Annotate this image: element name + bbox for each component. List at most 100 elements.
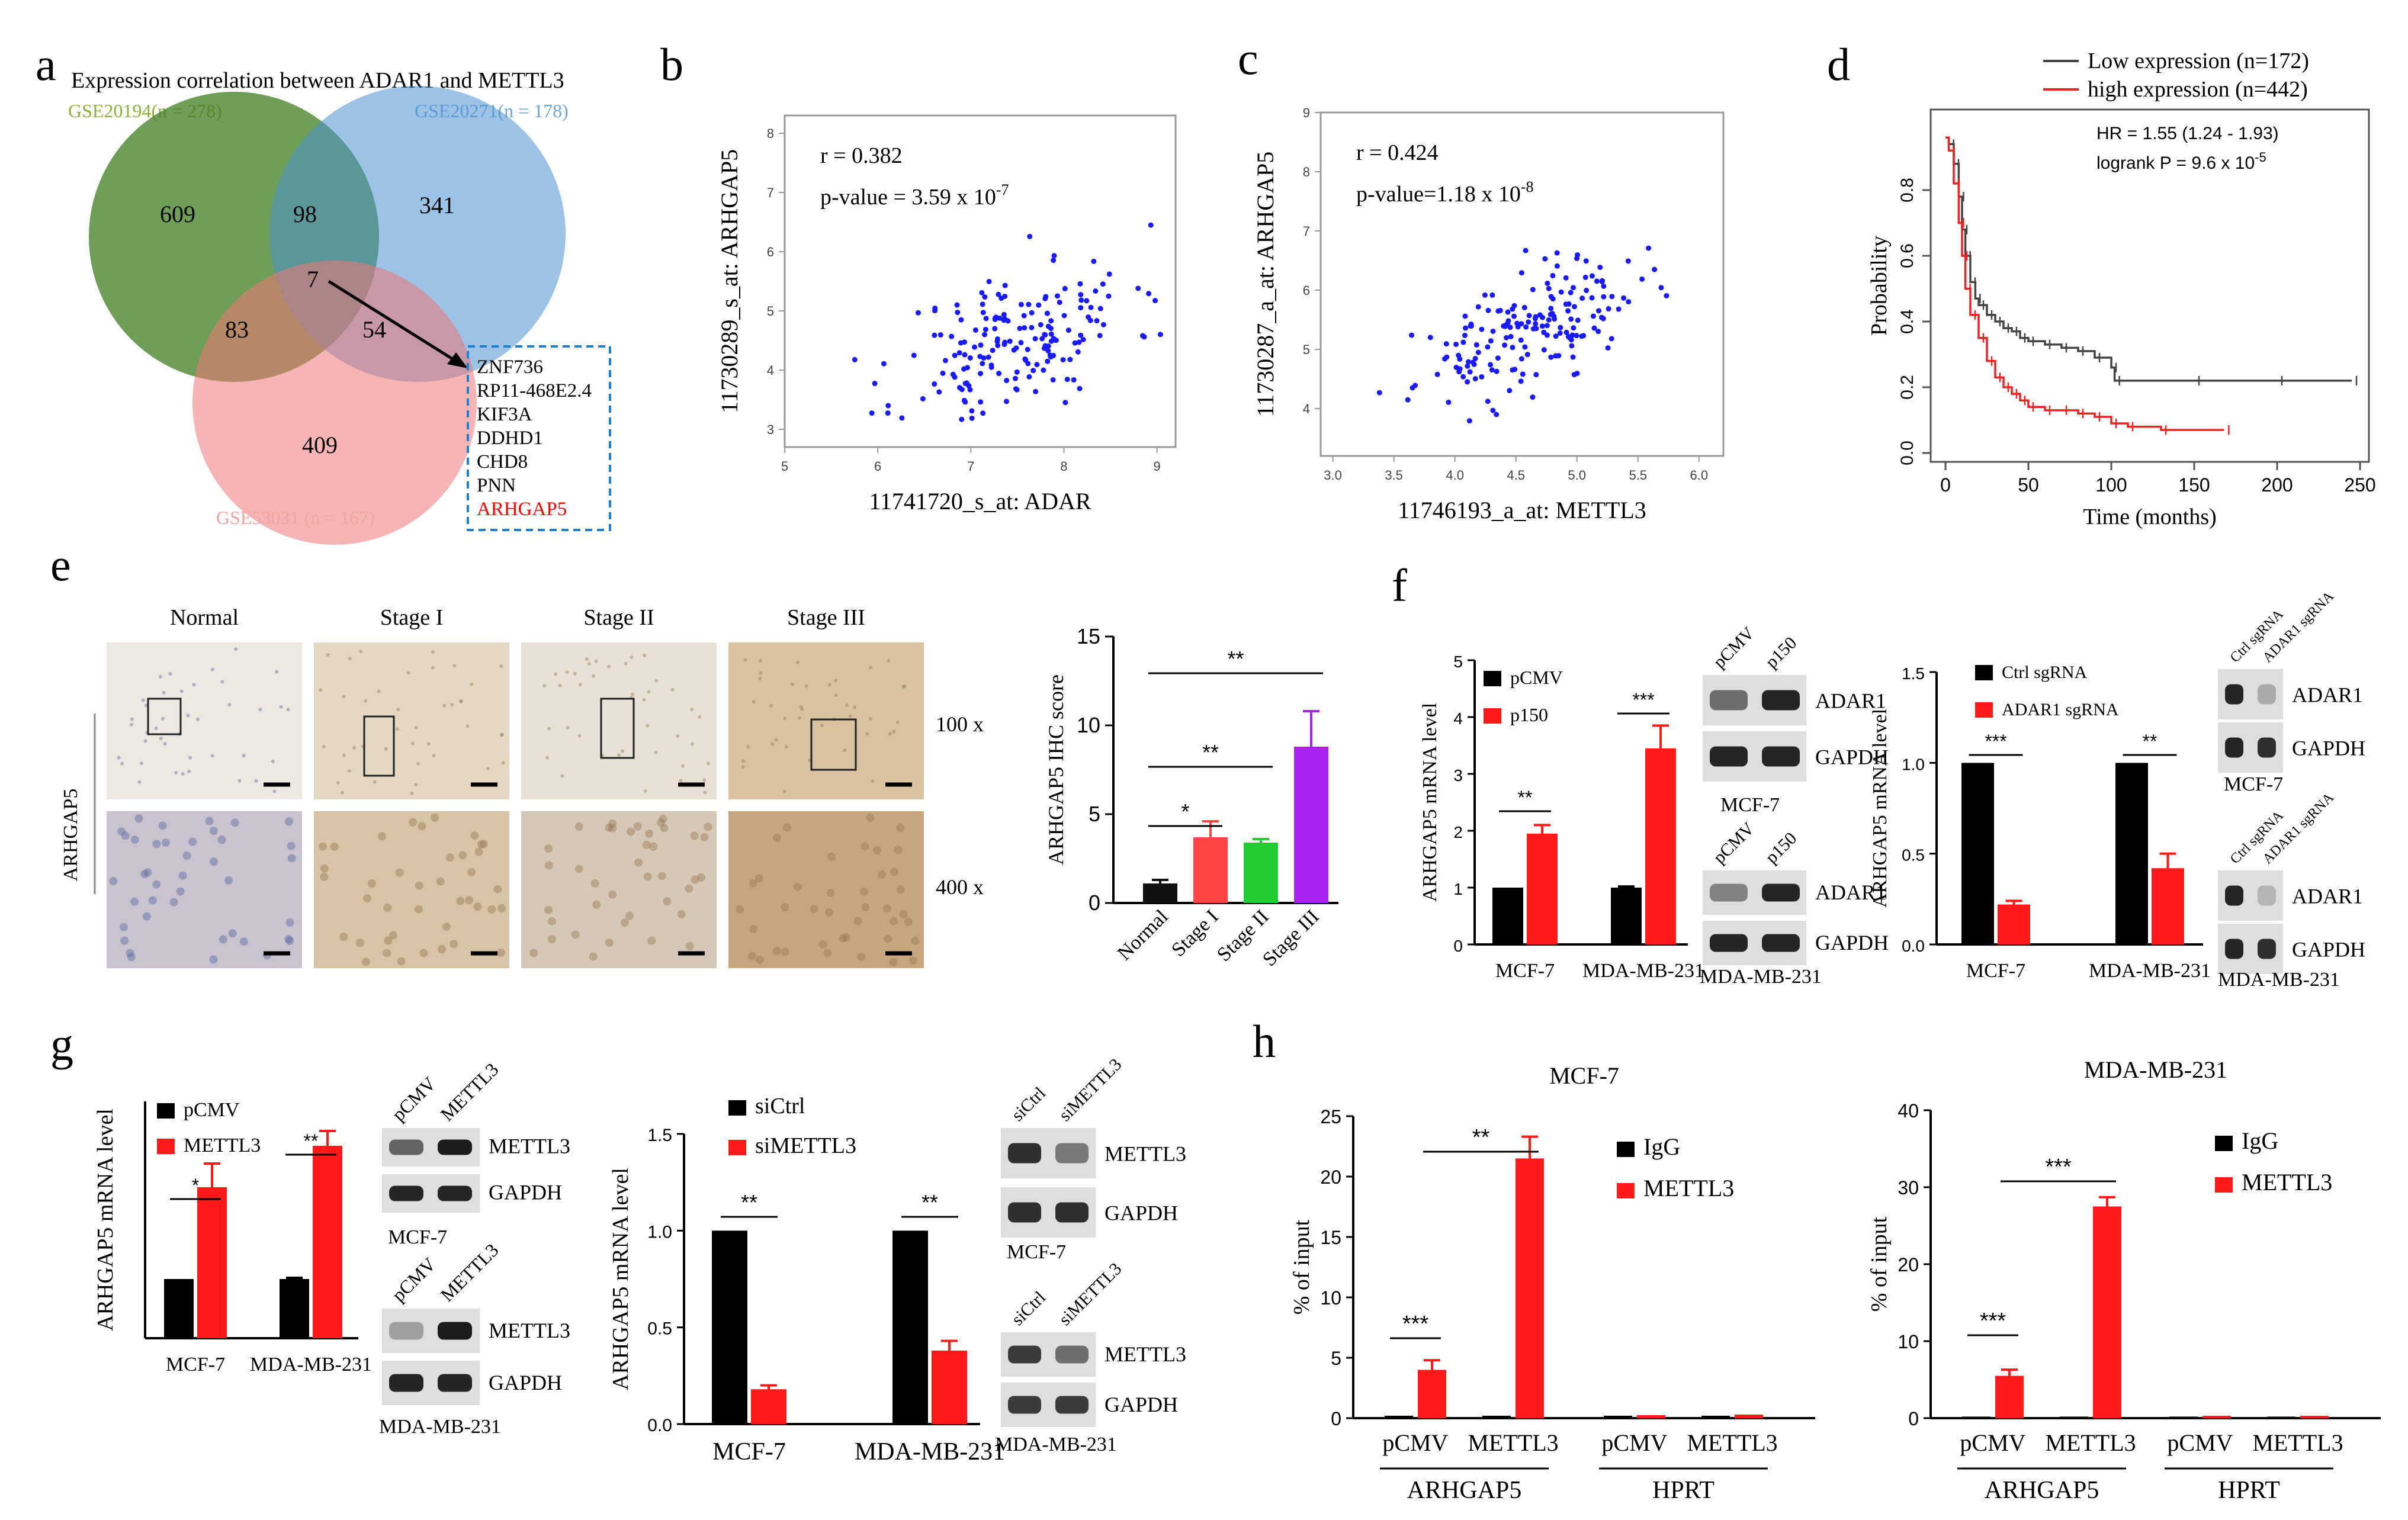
cell-nucleus [141,698,145,702]
cell-nucleus [884,934,892,943]
cell-nucleus [696,873,705,882]
cell-nucleus [782,789,786,793]
cell-nucleus [148,896,157,905]
blot-band [1055,1396,1089,1414]
cell-nucleus [326,653,330,657]
legend-label: METTL3 [2242,1169,2332,1196]
x-tick-label: 0 [1940,474,1951,496]
scatter-point [1495,355,1501,361]
significance-stars: ** [1202,740,1219,764]
scatter-point [1518,356,1524,362]
scatter-point [1494,412,1500,417]
y-tick-label: 30 [1897,1177,1919,1198]
cell-nucleus [384,747,388,751]
ihc-row-label: ARHGAP5 [60,789,82,882]
scatter-point [1518,270,1524,276]
cell-nucleus [810,905,818,914]
scatter-point [1097,306,1103,311]
ihc-image [314,642,509,799]
scatter-point [1594,278,1600,284]
significance-stars: ** [922,1190,938,1214]
cell-nucleus [359,650,363,654]
scatter-point [1526,313,1532,319]
cell-nucleus [853,705,857,709]
scatter-point [1575,317,1581,323]
scatter-point [1524,352,1530,358]
scatter-point [1013,386,1019,392]
cell-nucleus [752,700,756,704]
scatter-point [1094,318,1100,324]
cell-nucleus [547,727,551,731]
ihc-image [521,811,717,968]
scatter-point [1039,336,1045,342]
cell-nucleus [442,923,451,931]
cell-nucleus [591,674,595,678]
venn-gene-item: ARHGAP5 [477,499,567,520]
scatter-point [881,361,887,367]
cell-nucleus [560,774,564,778]
scatter-point [1472,376,1478,382]
panel-label-b: b [660,38,683,90]
cell-nucleus [500,732,504,737]
cell-nucleus [287,854,296,863]
cell-nucleus [547,917,556,926]
scatter-point [1625,258,1631,264]
scatter-point [1453,341,1459,347]
scatter-point [1605,345,1611,351]
cell-nucleus [605,939,614,947]
scatter-point [992,326,998,332]
x-tick-label: MDA-MB-231 [250,1354,372,1376]
scatter-point [1091,258,1097,264]
scatter-point [885,410,891,416]
y-tick-label: 1.0 [1902,755,1925,773]
blot-band-label: ADAR1 [2292,683,2363,706]
scatter-point [1479,326,1485,332]
cell-nucleus [872,846,881,855]
scatter-point [982,294,988,300]
blot-band [438,1185,472,1201]
cell-nucleus [607,664,611,669]
legend-label: pCMV [1510,667,1563,688]
cell-nucleus [499,664,503,668]
scatter-point [990,348,996,354]
cell-nucleus [839,934,847,943]
cell-nucleus [887,658,891,663]
x-axis-label: 11741720_s_at: ADAR [869,488,1091,515]
cell-nucleus [646,724,650,728]
scatter-point [980,410,986,416]
cell-nucleus [621,918,630,927]
cell-nucleus [501,761,505,765]
cell-nucleus [685,884,693,893]
scatter-point [1146,291,1152,297]
blot-band-label: GAPDH [2292,736,2365,760]
panel-label-h: h [1253,1016,1276,1067]
scatter-point [1569,332,1575,338]
scatter-point [1048,326,1054,332]
cell-nucleus [465,896,474,905]
scatter-point [1595,329,1601,335]
scatter-point [1025,346,1030,352]
cell-nucleus [176,887,185,896]
y-tick-label: 8 [1303,165,1310,179]
blot-band [2258,737,2276,758]
blot-lane-label: METTL3 [436,1059,502,1125]
scatter-point [1553,333,1559,339]
rip-bar-chart-mdamb231: 0 10 20 30 40 pCMV METTL3 pCMV METTL3 *** *** IgG ME… [1867,1056,2381,1504]
cell-nucleus [820,723,824,727]
cell-nucleus [127,953,136,962]
scatter-point [1494,368,1500,374]
cell-nucleus [431,666,435,670]
scatter-point [1522,344,1528,350]
scatter-point [1460,339,1466,345]
scatter-point [1608,336,1614,342]
bar [2115,763,2148,944]
scatter-point [1005,318,1011,324]
cell-nucleus [209,827,218,835]
legend-label: IgG [2242,1127,2278,1154]
chart-title: MDA-MB-231 [2084,1056,2227,1083]
y-tick-label: 3 [767,422,774,437]
scatter-point [1550,296,1556,302]
scatter-point [1520,371,1526,377]
scatter-point [1563,275,1569,281]
